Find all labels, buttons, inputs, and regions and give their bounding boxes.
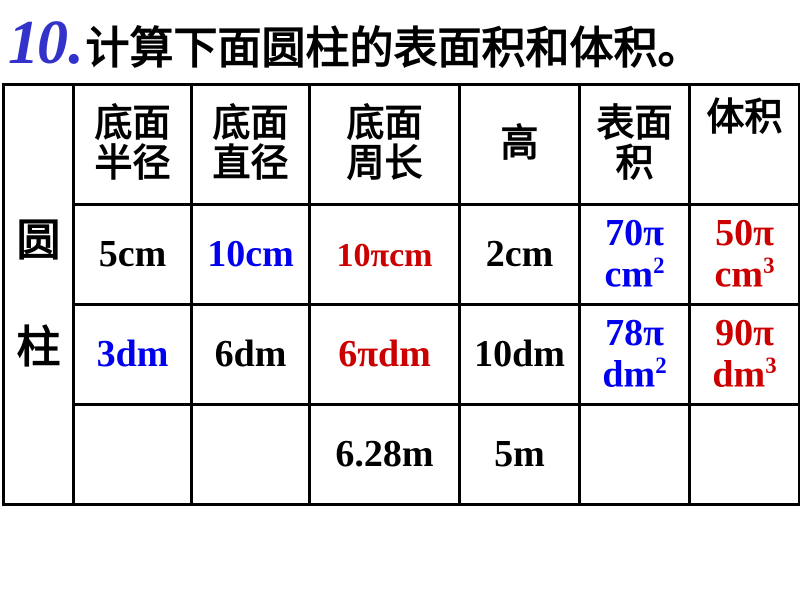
side-label-cell: 圆 柱 [4,85,74,505]
question-title: 计算下面圆柱的表面积和体积。 [86,12,702,76]
cell-diameter: 6dm [192,305,310,405]
header-radius: 底面 半径 [74,85,192,205]
header-height: 高 [460,85,580,205]
cell-volume: 90π dm3 [690,305,800,405]
header-diameter-l2: 直径 [212,145,288,185]
cell-text: 10cm [207,233,294,275]
cell-circumference: 6πdm [310,305,460,405]
cell-area-exp: 2 [653,253,664,278]
question-dot: . [66,8,82,79]
cell-area [580,405,690,505]
side-label-bottom: 柱 [17,325,61,371]
cell-area-l2: cm2 [605,254,665,296]
cell-radius: 5cm [74,205,192,305]
cell-volume: 50π cm3 [690,205,800,305]
question-number: 10 [8,8,66,79]
cylinder-table: 圆 柱 底面 半径 底面 直径 底面 周长 [2,83,800,506]
cell-area: 70π cm2 [580,205,690,305]
cell-area-l2: dm2 [602,354,666,396]
cell-text: 10πcm [336,237,432,274]
header-area: 表面 积 [580,85,690,205]
cell-radius [74,405,192,505]
table-row: 5cm 10cm 10πcm 2cm 70π cm2 50π cm3 [4,205,800,305]
header-radius-l1: 底面 [94,105,170,145]
cell-vol-l2: dm3 [712,354,776,396]
cell-vol-exp: 3 [765,353,776,378]
question-title-row: 10 . 计算下面圆柱的表面积和体积。 [0,0,800,83]
cell-diameter [192,405,310,505]
cell-vol-unit: cm [715,253,764,295]
cell-area-unit: cm [605,253,654,295]
header-diameter: 底面 直径 [192,85,310,205]
cell-text: 6.28m [335,433,433,475]
cell-text: 2cm [486,233,554,275]
header-row: 圆 柱 底面 半径 底面 直径 底面 周长 [4,85,800,205]
side-label-top: 圆 [17,218,61,264]
cell-height: 5m [460,405,580,505]
header-circ-l2: 周长 [346,145,422,185]
cell-area-exp: 2 [655,353,666,378]
cell-circumference: 10πcm [310,205,460,305]
table-row: 3dm 6dm 6πdm 10dm 78π dm2 90π dm3 [4,305,800,405]
cell-text: 5cm [99,233,167,275]
table-row: 6.28m 5m [4,405,800,505]
page: 10 . 计算下面圆柱的表面积和体积。 圆 柱 底面 半径 底面 直径 [0,0,800,600]
cell-vol-l2: cm3 [715,254,775,296]
header-area-l2: 积 [615,145,653,185]
cell-vol-l1: 90π [715,314,774,354]
cell-area: 78π dm2 [580,305,690,405]
cell-vol-exp: 3 [763,253,774,278]
header-circumference: 底面 周长 [310,85,460,205]
cell-area-l1: 78π [605,314,664,354]
header-circ-l1: 底面 [346,105,422,145]
cell-vol-l1: 50π [715,214,774,254]
cell-text: 5m [494,433,545,475]
header-radius-l2: 半径 [94,145,170,185]
header-volume: 体积 [690,85,800,205]
header-area-l1: 表面 [596,105,672,145]
cell-text: 10dm [474,333,565,375]
cell-height: 2cm [460,205,580,305]
cell-area-l1: 70π [605,214,664,254]
cell-height: 10dm [460,305,580,405]
cell-radius: 3dm [74,305,192,405]
cell-vol-unit: dm [712,353,765,395]
cell-diameter: 10cm [192,205,310,305]
header-diameter-l1: 底面 [212,105,288,145]
cell-text: 3dm [97,333,169,375]
cell-volume [690,405,800,505]
cell-circumference: 6.28m [310,405,460,505]
cell-text: 6πdm [338,333,431,375]
cell-area-unit: dm [602,353,655,395]
cell-text: 6dm [215,333,287,375]
